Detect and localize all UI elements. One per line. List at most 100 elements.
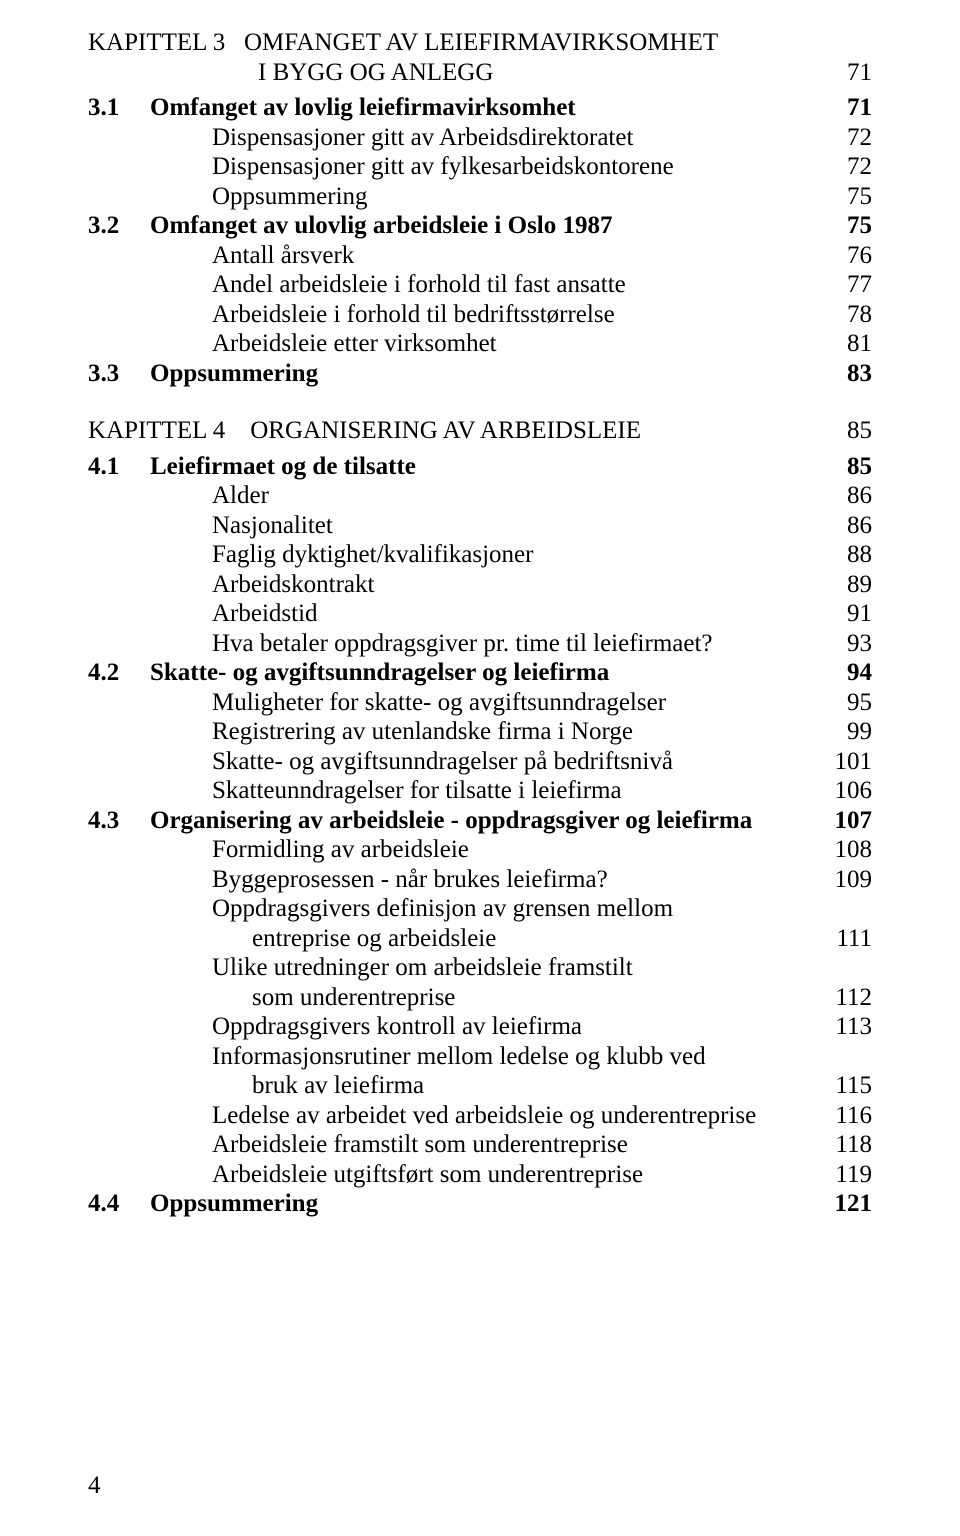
toc-number [88,747,150,777]
toc-page: 115 [814,1071,872,1101]
chapter-3-page: 71 [814,58,872,88]
toc-row: Oppsummering75 [88,182,872,212]
toc-number [88,865,150,895]
toc-text: Arbeidstid [150,599,814,629]
toc-number [88,481,150,511]
toc-page [814,894,872,924]
toc-number [88,1130,150,1160]
toc-row: Skatte- og avgiftsunndragelser på bedrif… [88,747,872,777]
toc-text: Oppsummering [150,359,814,389]
toc-number [88,776,150,806]
toc-row: Antall årsverk76 [88,241,872,271]
toc-page: 108 [814,835,872,865]
toc-page: 85 [814,452,872,482]
chapter-3-prefix: KAPITTEL 3 [88,29,225,56]
toc-text: Antall årsverk [150,241,814,271]
toc-number [88,924,150,954]
toc-text: Arbeidsleie etter virksomhet [150,329,814,359]
toc-row: Hva betaler oppdragsgiver pr. time til l… [88,629,872,659]
toc-page: 106 [814,776,872,806]
toc-page: 101 [814,747,872,777]
toc-number [88,1101,150,1131]
toc-number: 4.2 [88,658,150,688]
toc-text: Leiefirmaet og de tilsatte [150,452,814,482]
toc-number [88,1071,150,1101]
toc-number [88,1160,150,1190]
toc-text: Skatte- og avgiftsunndragelser og leiefi… [150,658,814,688]
toc-page: 72 [814,152,872,182]
toc-row: Arbeidsleie utgiftsført som underentrepr… [88,1160,872,1190]
toc-number: 4.3 [88,806,150,836]
toc-row: Ledelse av arbeidet ved arbeidsleie og u… [88,1101,872,1131]
toc-page: 99 [814,717,872,747]
toc-page: 88 [814,540,872,570]
toc-text: Arbeidsleie i forhold til bedriftsstørre… [150,300,814,330]
toc-number [88,152,150,182]
toc-text: Oppsummering [150,182,814,212]
toc-row: Skatteunndragelser for tilsatte i leiefi… [88,776,872,806]
toc-text: Hva betaler oppdragsgiver pr. time til l… [150,629,814,659]
toc-row: Arbeidsleie framstilt som underentrepris… [88,1130,872,1160]
toc-number [88,599,150,629]
toc-number [88,1042,150,1072]
toc-number: 3.2 [88,211,150,241]
toc-page: 77 [814,270,872,300]
toc-text: Formidling av arbeidsleie [150,835,814,865]
chapter-4-entries: 4.1Leiefirmaet og de tilsatte85Alder86Na… [88,452,872,1219]
toc-text: Oppdragsgivers kontroll av leiefirma [150,1012,814,1042]
toc-page: 86 [814,511,872,541]
toc-text: Ledelse av arbeidet ved arbeidsleie og u… [150,1101,814,1131]
toc-row: 4.3Organisering av arbeidsleie - oppdrag… [88,806,872,836]
toc-text: Byggeprosessen - når brukes leiefirma? [150,865,814,895]
toc-page: 111 [814,924,872,954]
toc-row: som underentreprise112 [88,983,872,1013]
toc-row: Dispensasjoner gitt av fylkesarbeidskont… [88,152,872,182]
toc-number [88,300,150,330]
toc-row: Registrering av utenlandske firma i Norg… [88,717,872,747]
toc-row: Arbeidstid91 [88,599,872,629]
chapter-3-title1: OMFANGET AV LEIEFIRMAVIRKSOMHET [244,29,718,56]
toc-number [88,570,150,600]
toc-text: som underentreprise [150,983,814,1013]
page-number: 4 [88,1471,101,1501]
chapter-3-entries: 3.1Omfanget av lovlig leiefirmavirksomhe… [88,93,872,388]
toc-page: 91 [814,599,872,629]
toc-page: 76 [814,241,872,271]
toc-text: Omfanget av lovlig leiefirmavirksomhet [150,93,814,123]
toc-number [88,983,150,1013]
toc-text: Informasjonsrutiner mellom ledelse og kl… [150,1042,814,1072]
toc-row: 3.2Omfanget av ulovlig arbeidsleie i Osl… [88,211,872,241]
toc-row: 4.2Skatte- og avgiftsunndragelser og lei… [88,658,872,688]
toc-page: 78 [814,300,872,330]
toc-row: Muligheter for skatte- og avgiftsunndrag… [88,688,872,718]
toc-row: Nasjonalitet86 [88,511,872,541]
toc-page [814,1042,872,1072]
toc-number [88,629,150,659]
toc-page: KAPITTEL 3 OMFANGET AV LEIEFIRMAVIRKSOMH… [0,0,960,1536]
toc-row: 3.3Oppsummering83 [88,359,872,389]
chapter-3-heading: KAPITTEL 3 OMFANGET AV LEIEFIRMAVIRKSOMH… [88,28,872,87]
chapter-4-page: 85 [814,416,872,446]
toc-text: Arbeidskontrakt [150,570,814,600]
toc-text: Skatte- og avgiftsunndragelser på bedrif… [150,747,814,777]
toc-row: 4.4Oppsummering121 [88,1189,872,1219]
toc-row: Arbeidsleie etter virksomhet81 [88,329,872,359]
toc-row: Formidling av arbeidsleie108 [88,835,872,865]
toc-page: 121 [814,1189,872,1219]
toc-number [88,241,150,271]
toc-page: 89 [814,570,872,600]
toc-page: 95 [814,688,872,718]
toc-page: 113 [814,1012,872,1042]
toc-number: 4.1 [88,452,150,482]
toc-text: Muligheter for skatte- og avgiftsunndrag… [150,688,814,718]
toc-page: 118 [814,1130,872,1160]
toc-text: Dispensasjoner gitt av Arbeidsdirektorat… [150,123,814,153]
chapter-4-prefix: KAPITTEL 4 [88,417,225,444]
toc-number [88,894,150,924]
toc-text: Nasjonalitet [150,511,814,541]
toc-row: Byggeprosessen - når brukes leiefirma?10… [88,865,872,895]
toc-number: 3.3 [88,359,150,389]
toc-text: Arbeidsleie utgiftsført som underentrepr… [150,1160,814,1190]
chapter-4-heading: KAPITTEL 4 ORGANISERING AV ARBEIDSLEIE 8… [88,416,872,446]
toc-text: Alder [150,481,814,511]
